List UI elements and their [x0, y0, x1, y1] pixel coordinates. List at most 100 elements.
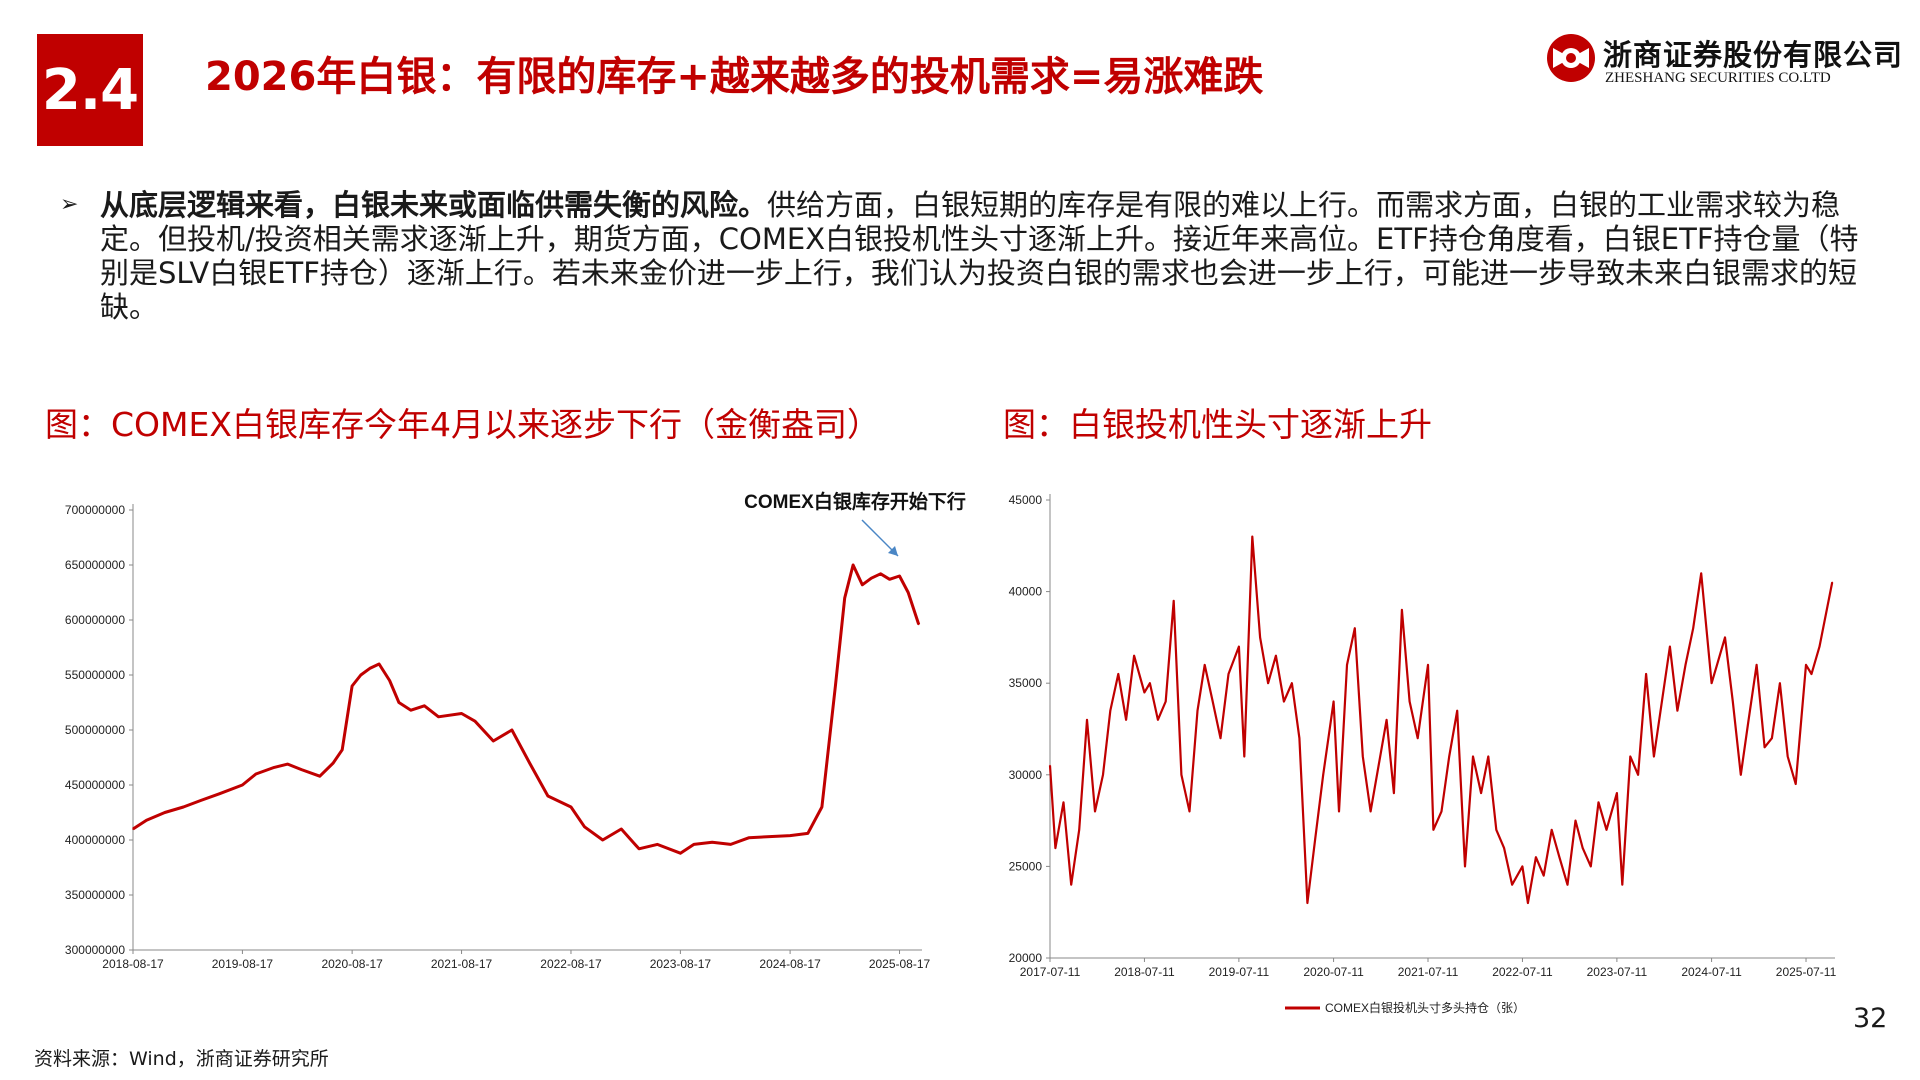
page-title: 2026年白银：有限的库存+越来越多的投机需求=易涨难跌 [205, 54, 1264, 100]
data-point [341, 749, 344, 751]
data-point [388, 679, 391, 682]
data-point [1637, 774, 1639, 776]
data-point [693, 843, 695, 846]
y-tick-label: 700000000 [65, 503, 125, 517]
data-point [164, 811, 166, 814]
data-point [1385, 719, 1388, 721]
data-point [132, 828, 134, 830]
data-point [821, 806, 823, 808]
data-point [1180, 774, 1183, 776]
data-point [1354, 627, 1356, 629]
data-point [1094, 810, 1096, 813]
data-point [789, 834, 791, 837]
data-point [1188, 810, 1191, 813]
data-point [423, 705, 426, 707]
y-tick-label: 450000000 [65, 778, 125, 792]
data-point [679, 852, 682, 854]
data-point [1086, 719, 1088, 721]
data-point [1401, 609, 1403, 611]
data-point [1408, 700, 1411, 703]
data-point [200, 799, 202, 802]
data-point [1542, 874, 1545, 877]
data-point [1590, 865, 1592, 868]
data-point [1818, 645, 1821, 648]
data-point [1779, 682, 1781, 684]
data-point [1771, 737, 1773, 739]
data-point [1369, 810, 1372, 813]
data-point [1332, 700, 1335, 703]
data-point [1558, 856, 1561, 858]
section-number: 2.4 [41, 57, 139, 123]
data-point [729, 843, 732, 846]
data-point [879, 573, 882, 575]
data-point [1211, 700, 1214, 703]
data-point [1676, 709, 1679, 712]
x-tick-label: 2020-07-11 [1303, 965, 1364, 979]
data-point [241, 784, 244, 786]
x-tick-label: 2017-07-11 [1020, 965, 1081, 979]
data-point [182, 806, 185, 808]
data-point [1810, 673, 1813, 675]
data-point [547, 795, 549, 797]
data-point [1133, 654, 1135, 657]
key-point-bold: 从底层逻辑来看，白银未来或面临供需失衡的风险。 [100, 188, 768, 222]
key-point-body: 供给方面，白银短期的库存是有限的难以上行。而需求方面，白银的工业需求较为稳定。但… [100, 188, 1859, 324]
x-tick-label: 2023-08-17 [650, 957, 712, 971]
y-tick-label: 300000000 [65, 943, 125, 957]
data-point [711, 841, 713, 843]
data-point [1238, 645, 1240, 648]
data-point [1070, 883, 1072, 886]
bullet-arrow-icon: ➢ [60, 192, 79, 217]
x-tick-label: 2023-07-11 [1587, 965, 1648, 979]
data-point [319, 775, 321, 777]
data-point [1322, 774, 1324, 776]
data-point [1684, 664, 1687, 666]
series-line [1048, 535, 1834, 905]
y-tick-label: 25000 [1009, 859, 1043, 873]
data-point [1661, 700, 1663, 703]
data-point [145, 819, 148, 821]
data-point [1535, 856, 1537, 858]
y-tick-label: 20000 [1009, 951, 1043, 965]
data-point [1283, 700, 1285, 703]
data-point [1054, 847, 1057, 849]
data-point [1102, 774, 1104, 776]
source-note: 资料来源：Wind，浙商证券研究所 [34, 1048, 329, 1070]
data-point [1219, 737, 1222, 739]
data-point [1763, 746, 1766, 749]
data-point [1527, 902, 1529, 904]
data-point [1243, 755, 1246, 758]
y-tick-label: 40000 [1009, 585, 1043, 599]
inventory-chart: 300000000 350000000 400000000 450000000 5000… [65, 490, 966, 971]
annotation-label: COMEX白银库存开始下行 [744, 490, 966, 513]
data-point [898, 575, 901, 577]
x-tick-label: 2024-08-17 [759, 957, 821, 971]
data-point [360, 674, 362, 676]
data-point [1393, 792, 1395, 794]
data-point [1440, 810, 1443, 813]
data-point [888, 578, 891, 581]
data-point [273, 766, 276, 769]
x-tick-label: 2021-08-17 [431, 957, 493, 971]
data-point [528, 762, 531, 764]
series-line [132, 563, 921, 855]
data-point [1732, 700, 1734, 703]
data-point [601, 839, 604, 841]
x-tick-label: 2024-07-11 [1681, 965, 1742, 979]
data-point [1432, 829, 1435, 831]
chart2-caption: 图：白银投机性头寸逐渐上升 [1003, 405, 1432, 444]
data-point [1629, 755, 1632, 758]
data-point [1645, 673, 1647, 675]
data-point [332, 762, 335, 764]
data-point [1203, 664, 1206, 666]
data-point [870, 577, 873, 579]
data-point [286, 763, 289, 765]
data-point [1062, 801, 1065, 804]
data-point [1831, 581, 1833, 584]
y-tick-label: 400000000 [65, 833, 125, 847]
data-point [1078, 829, 1080, 831]
data-point [437, 716, 440, 718]
data-point [410, 709, 412, 711]
data-point [1251, 535, 1254, 538]
data-point [511, 729, 513, 731]
